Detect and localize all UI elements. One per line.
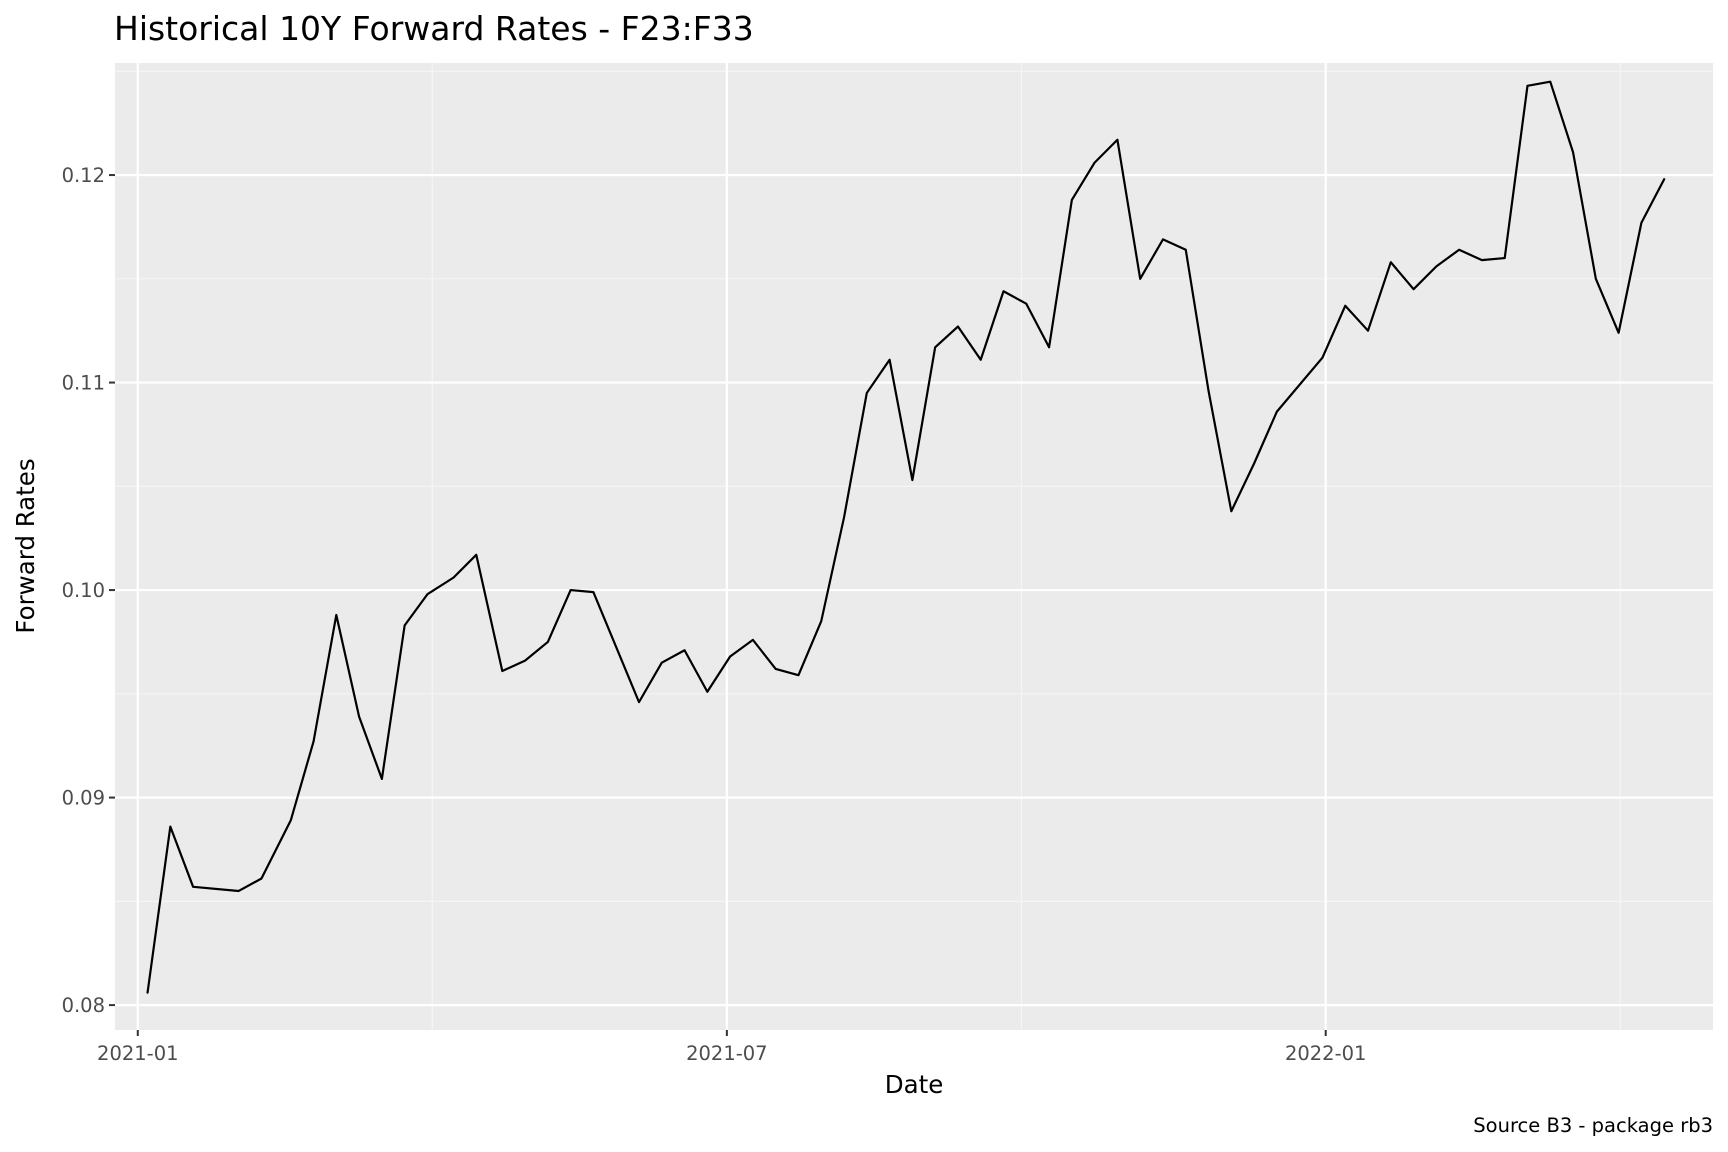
- x-axis: 2021-01 2021-07 2022-01: [97, 1030, 1366, 1065]
- forward-rates-line: [146, 80, 1666, 994]
- minor-gridlines: [115, 63, 1713, 1030]
- y-tick-label: 0.08: [62, 994, 105, 1017]
- y-axis-title: Forward Rates: [11, 458, 40, 633]
- x-tick-label: 2021-01: [97, 1042, 178, 1065]
- source-caption: Source B3 - package rb3: [1473, 1114, 1713, 1137]
- y-tick-label: 0.10: [62, 579, 105, 602]
- plot-panel: [115, 63, 1713, 1030]
- y-tick-label: 0.09: [62, 787, 105, 810]
- y-tick-label: 0.12: [62, 164, 105, 187]
- y-tick-label: 0.11: [62, 372, 105, 395]
- x-tick-label: 2021-07: [686, 1042, 767, 1065]
- major-gridlines: [115, 63, 1713, 1030]
- y-axis: 0.08 0.09 0.10 0.11 0.12: [62, 164, 115, 1017]
- chart-title: Historical 10Y Forward Rates - F23:F33: [114, 9, 754, 48]
- x-tick-label: 2022-01: [1285, 1042, 1366, 1065]
- x-axis-title: Date: [885, 1070, 944, 1099]
